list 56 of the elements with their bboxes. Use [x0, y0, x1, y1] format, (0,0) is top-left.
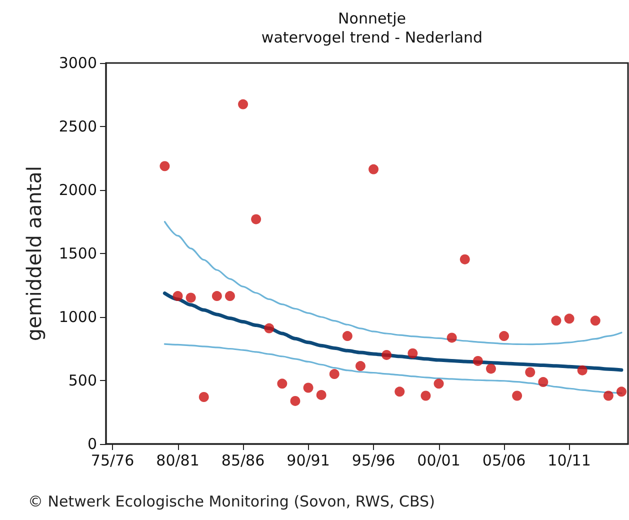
y-tick-label: 1500: [58, 244, 97, 262]
x-tick-label: 05/06: [482, 452, 526, 470]
point: [408, 348, 418, 358]
point: [434, 378, 444, 389]
point: [486, 364, 496, 374]
x-tick-label: 80/81: [156, 452, 200, 470]
point: [198, 392, 209, 402]
point: [472, 356, 483, 366]
point: [499, 331, 510, 342]
point: [420, 390, 431, 401]
x-tick-label: 10/11: [548, 452, 591, 470]
y-tick-label: 500: [68, 372, 97, 390]
point: [446, 332, 457, 343]
point: [172, 291, 183, 302]
point: [224, 291, 235, 302]
x-tick-label: 90/91: [286, 452, 330, 470]
point: [551, 316, 562, 326]
point: [382, 350, 392, 360]
point: [603, 390, 614, 401]
point: [355, 361, 366, 372]
line-series: [164, 220, 622, 346]
x-tick-label: 75/76: [90, 452, 134, 470]
point: [538, 377, 548, 388]
point: [290, 396, 300, 406]
point: [238, 99, 248, 110]
point: [616, 386, 626, 397]
point: [160, 161, 170, 172]
point: [277, 378, 288, 389]
text: © Netwerk Ecologische Monitoring (Sovon, RWS, CBS): [28, 492, 435, 510]
point: [316, 390, 326, 400]
point: [329, 369, 340, 380]
chart-title: Nonnetje: [338, 10, 406, 28]
point: [303, 382, 314, 393]
point: [394, 386, 405, 397]
y-tick-label: 3000: [58, 54, 97, 72]
y-axis-title: gemiddeld aantal: [22, 166, 46, 342]
y-tick-label: 1000: [58, 308, 97, 326]
point: [251, 214, 262, 224]
point: [342, 331, 352, 342]
point: [212, 291, 222, 302]
point: [525, 367, 536, 378]
point: [564, 314, 574, 324]
point: [264, 323, 274, 334]
point: [512, 390, 522, 401]
point: [577, 365, 588, 376]
x-tick-label: 00/01: [417, 452, 460, 470]
point: [590, 316, 600, 326]
x-tick-label: 95/96: [352, 452, 396, 470]
y-tick-label: 2500: [58, 118, 97, 136]
point: [460, 254, 470, 264]
point: [186, 292, 196, 303]
x-tick-label: 85/86: [221, 452, 265, 470]
chart-subtitle: watervogel trend - Nederland: [261, 28, 483, 46]
y-tick-label: 2000: [58, 181, 97, 199]
y-tick-label: 0: [87, 435, 97, 453]
point: [368, 164, 379, 174]
